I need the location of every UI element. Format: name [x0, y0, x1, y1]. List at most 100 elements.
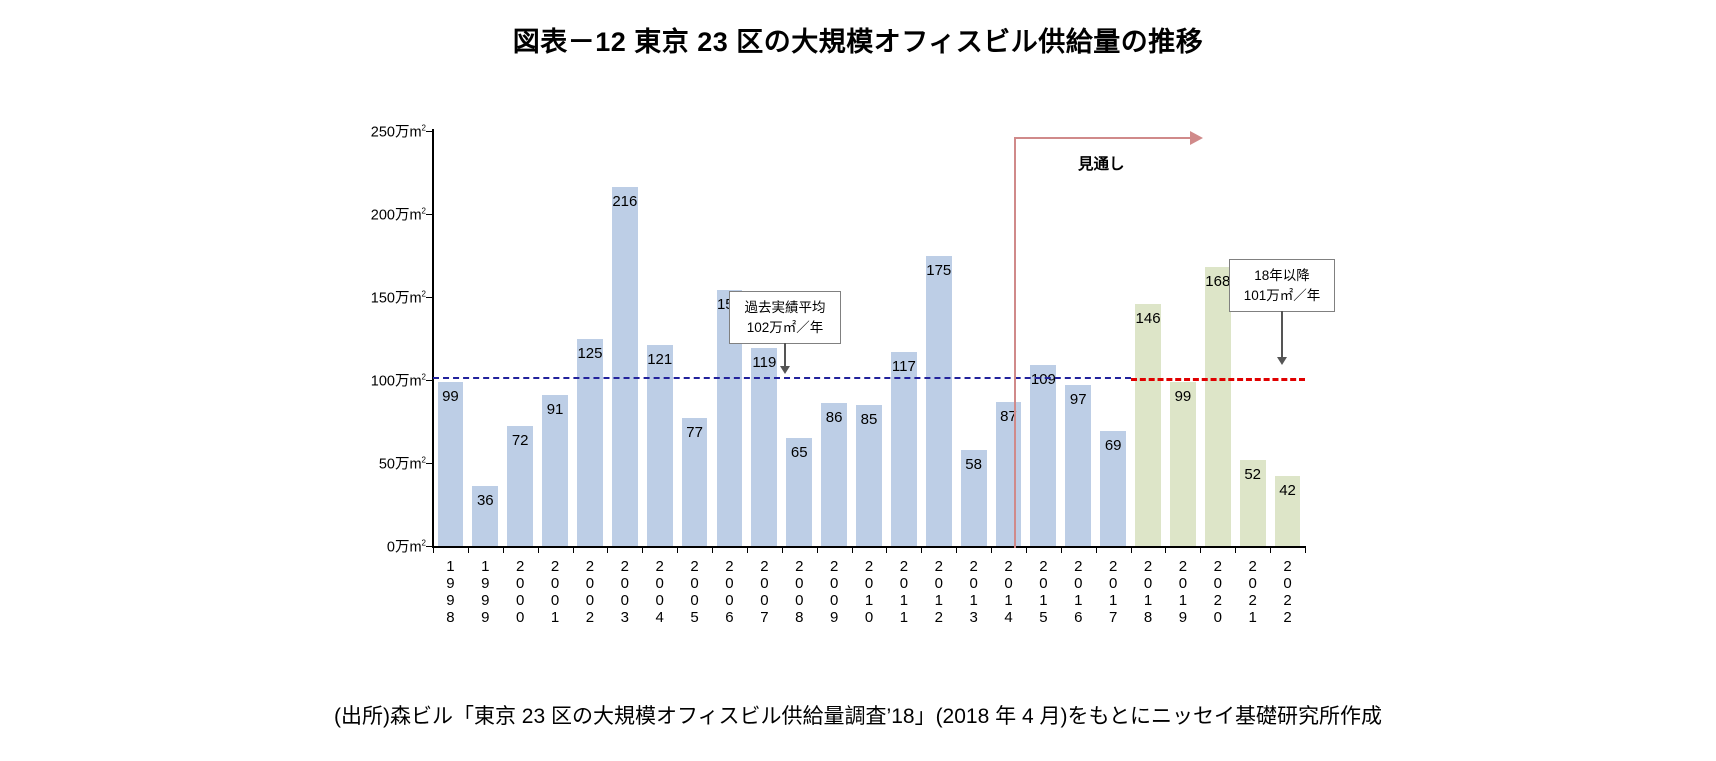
past-average-callout-line1: 過去実績平均: [744, 300, 826, 315]
future-average-callout-leader: [1281, 311, 1283, 360]
x-axis-tick: [1130, 546, 1132, 553]
bar-value-label: 69: [1104, 437, 1122, 455]
x-axis-tick-label: 1998: [441, 558, 459, 626]
future-average-callout-arrow-icon: [1277, 357, 1287, 365]
bar[interactable]: [1170, 381, 1196, 546]
bar[interactable]: [925, 255, 952, 546]
x-axis-tick: [816, 546, 818, 553]
bar[interactable]: [960, 449, 987, 546]
bar[interactable]: [890, 351, 917, 546]
bar-value-label: 97: [1069, 390, 1087, 408]
y-axis-tick-label: 50万m2: [378, 455, 426, 473]
x-axis-tick: [991, 546, 993, 553]
future-average-callout-line2: 101万㎡／年: [1243, 287, 1321, 303]
bar[interactable]: [995, 401, 1022, 546]
future-average-line: [1130, 378, 1305, 382]
bar-value-label: 72: [511, 432, 529, 450]
bar-slot: 216: [607, 131, 642, 546]
x-axis-tick-label: 2001: [546, 558, 564, 626]
y-axis-tick: [426, 380, 433, 381]
y-axis-tick-label: 250万m2: [370, 123, 426, 141]
x-axis-tick: [1235, 546, 1237, 553]
bar-value-label: 87: [1000, 407, 1017, 425]
past-average-callout-arrow-icon: [780, 366, 790, 374]
y-axis-tick-label: 100万m2: [370, 372, 426, 390]
x-axis-tick-label: 2000: [511, 558, 529, 626]
x-axis-tick: [607, 546, 609, 553]
bar[interactable]: [472, 486, 499, 546]
x-axis: [432, 546, 1306, 548]
forecast-arrow-icon: [1190, 131, 1203, 145]
bar-value-label: 85: [860, 410, 878, 428]
bar-slot: 36: [468, 131, 503, 546]
forecast-boundary-line: [1014, 137, 1016, 548]
bar[interactable]: [1065, 384, 1092, 546]
bar[interactable]: [1100, 431, 1127, 546]
x-axis-tick: [642, 546, 644, 553]
bar-value-label: 117: [891, 357, 916, 375]
x-axis-tick-label: 2013: [965, 558, 983, 626]
x-axis-tick-label: 2012: [930, 558, 948, 626]
y-axis-tick: [426, 131, 433, 132]
x-axis-tick-label: 2004: [651, 558, 669, 626]
bar-slot: 58: [956, 131, 991, 546]
bar-slot: 146: [1131, 131, 1166, 546]
bar-slot: 99: [1165, 131, 1200, 546]
bar-value-label: 125: [577, 344, 603, 362]
bar[interactable]: [681, 418, 708, 546]
x-axis-tick: [433, 546, 434, 553]
bar[interactable]: [786, 438, 813, 546]
x-axis-tick: [921, 546, 923, 553]
x-axis-tick-label: 2002: [581, 558, 599, 626]
plot-area: 9936729112521612177154119658685117175588…: [433, 131, 1305, 546]
y-axis-tick: [426, 546, 433, 547]
x-axis-tick: [502, 546, 504, 553]
bar[interactable]: [1274, 476, 1301, 546]
future-average-callout: 18年以降 101万㎡／年: [1229, 259, 1335, 313]
bar[interactable]: [821, 403, 847, 546]
bar[interactable]: [577, 338, 603, 546]
forecast-label: 見通し: [1078, 156, 1125, 173]
bar-slot: 109: [1026, 131, 1061, 546]
bar-slot: 52: [1235, 131, 1270, 546]
bar[interactable]: [751, 348, 778, 546]
y-axis-tick: [426, 463, 433, 464]
x-axis-tick: [1095, 546, 1097, 553]
bar[interactable]: [1135, 303, 1161, 546]
source-note: (出所)森ビル「東京 23 区の大規模オフィスビル供給量調査’18」(2018 …: [333, 705, 1383, 728]
x-axis-tick-label: 2014: [1000, 558, 1018, 626]
bar-series: 9936729112521612177154119658685117175588…: [433, 131, 1305, 546]
x-axis-tick: [956, 546, 958, 553]
bar[interactable]: [1030, 365, 1057, 546]
bar-value-label: 91: [546, 400, 564, 418]
bar[interactable]: [1239, 459, 1266, 546]
x-axis-tick: [1060, 546, 1062, 553]
future-average-callout-line1: 18年以降: [1254, 268, 1310, 283]
x-axis-tick-label: 2006: [720, 558, 738, 626]
bar-value-label: 65: [790, 444, 808, 462]
bar-slot: 125: [573, 131, 608, 546]
bar-slot: 117: [886, 131, 921, 546]
bar[interactable]: [1204, 267, 1231, 546]
bar-slot: 119: [747, 131, 782, 546]
past-average-callout: 過去実績平均 102万㎡／年: [729, 291, 841, 345]
x-axis-tick: [537, 546, 539, 553]
bar-value-label: 52: [1244, 465, 1262, 483]
bar-value-label: 86: [825, 409, 843, 427]
x-axis-tick-label: 2009: [825, 558, 843, 626]
x-axis-tick-label: 2007: [755, 558, 773, 626]
bar-slot: 91: [538, 131, 573, 546]
x-axis-tick-label: 2011: [895, 558, 913, 626]
y-axis-tick-label: 200万m2: [370, 206, 426, 224]
x-axis-tick: [1305, 546, 1306, 553]
x-axis-tick-label: 2005: [686, 558, 704, 626]
bar-slot: 85: [852, 131, 887, 546]
x-axis-tick: [1200, 546, 1202, 553]
bar[interactable]: [507, 426, 534, 546]
bar[interactable]: [856, 404, 882, 546]
bar[interactable]: [611, 187, 638, 546]
y-axis-tick-label: 0万m2: [386, 538, 426, 556]
bar[interactable]: [646, 345, 673, 546]
bar[interactable]: [437, 381, 464, 546]
bar[interactable]: [542, 394, 568, 546]
